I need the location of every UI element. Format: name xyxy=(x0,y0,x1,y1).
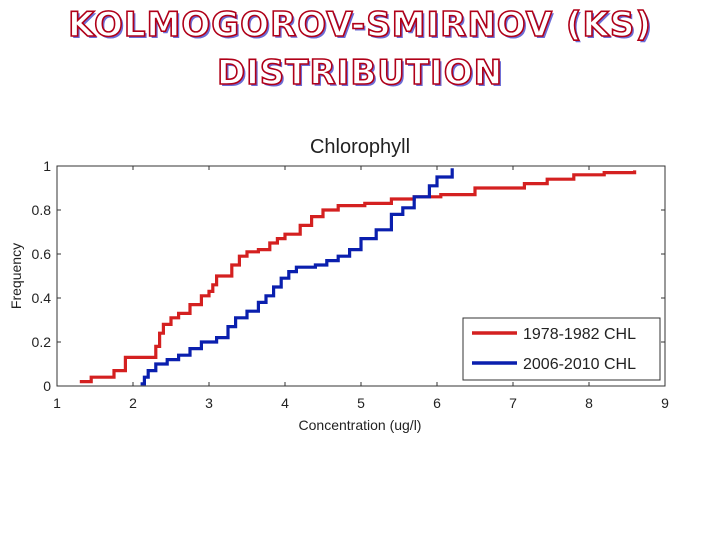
x-tick-label: 2 xyxy=(129,395,137,411)
legend-label-2006-2010: 2006-2010 CHL xyxy=(523,356,636,373)
y-tick-label: 0.4 xyxy=(32,290,52,306)
y-axis-label: Frequency xyxy=(8,243,24,309)
x-tick-label: 8 xyxy=(585,395,593,411)
x-tick-label: 9 xyxy=(661,395,669,411)
series-line-2006-2010 xyxy=(140,168,454,386)
y-tick-label: 0 xyxy=(43,378,51,394)
y-tick-label: 1 xyxy=(43,158,51,174)
slide-title-line-2: DISTRIBUTION xyxy=(216,53,504,93)
x-tick-label: 7 xyxy=(509,395,517,411)
legend: 1978-1982 CHL 2006-2010 CHL xyxy=(462,317,661,381)
y-tick-label: 0.6 xyxy=(32,246,52,262)
legend-label-1978-1982: 1978-1982 CHL xyxy=(523,326,636,343)
legend-box xyxy=(462,317,661,381)
x-tick-label: 4 xyxy=(281,395,289,411)
y-tick-label: 0.8 xyxy=(32,202,52,218)
slide-title-line-1: KOLMOGOROV-SMIRNOV (KS) xyxy=(67,5,652,45)
axis-ticks: 1 2 3 4 5 6 7 8 9 0 0.2 0.4 0.6 0.8 1 xyxy=(32,158,670,411)
x-tick-label: 1 xyxy=(53,395,61,411)
x-axis-label: Concentration (ug/l) xyxy=(299,417,422,433)
chlorophyll-chart: Chlorophyll 1 2 3 4 5 6 7 8 9 0 0.2 0.4 0.6 0.8 1 Conc… xyxy=(8,136,670,433)
series-line-1978-1982 xyxy=(79,170,637,384)
x-tick-label: 3 xyxy=(205,395,213,411)
series-lines xyxy=(79,168,637,386)
chart-title: Chlorophyll xyxy=(310,136,410,158)
y-tick-label: 0.2 xyxy=(32,334,52,350)
x-tick-label: 6 xyxy=(433,395,441,411)
x-tick-label: 5 xyxy=(357,395,365,411)
